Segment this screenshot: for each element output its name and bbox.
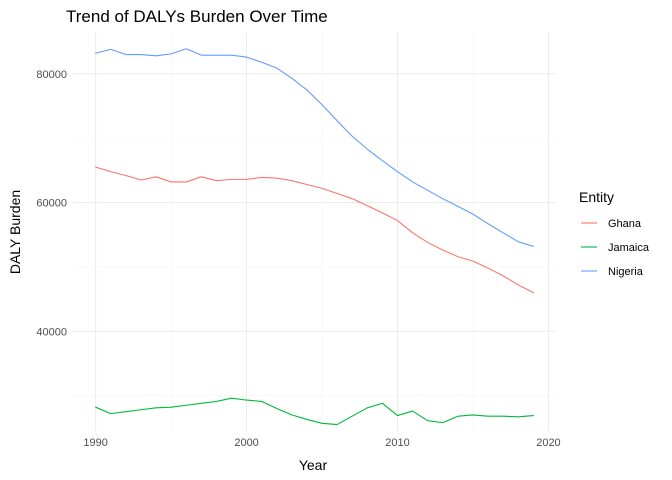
y-tick-labels: 40000 60000 80000 <box>36 69 67 338</box>
series-line-ghana <box>95 166 534 294</box>
legend-title: Entity <box>579 189 614 205</box>
legend-label: Nigeria <box>608 266 644 278</box>
series-line-jamaica <box>95 397 534 426</box>
legend-item-nigeria: Nigeria <box>581 266 644 278</box>
legend-item-ghana: Ghana <box>581 218 642 230</box>
x-tick-label: 1990 <box>83 437 107 449</box>
series-lines <box>95 48 534 426</box>
chart-title: Trend of DALYs Burden Over Time <box>66 7 328 26</box>
x-axis-title: Year <box>299 457 328 473</box>
legend-item-jamaica: Jamaica <box>581 242 650 254</box>
legend-label: Ghana <box>608 218 642 230</box>
x-tick-label: 2020 <box>536 437 560 449</box>
y-tick-label: 80000 <box>36 69 67 81</box>
legend: Entity Ghana Jamaica Nigeria <box>579 189 650 278</box>
y-tick-label: 40000 <box>36 326 67 338</box>
x-tick-label: 2010 <box>385 437 409 449</box>
gridlines <box>73 32 556 431</box>
series-line-nigeria <box>95 48 534 247</box>
x-tick-labels: 1990 2000 2010 2020 <box>83 437 560 449</box>
x-tick-label: 2000 <box>234 437 258 449</box>
legend-label: Jamaica <box>608 242 650 254</box>
y-tick-label: 60000 <box>36 198 67 210</box>
y-axis-title: DALY Burden <box>7 190 23 274</box>
